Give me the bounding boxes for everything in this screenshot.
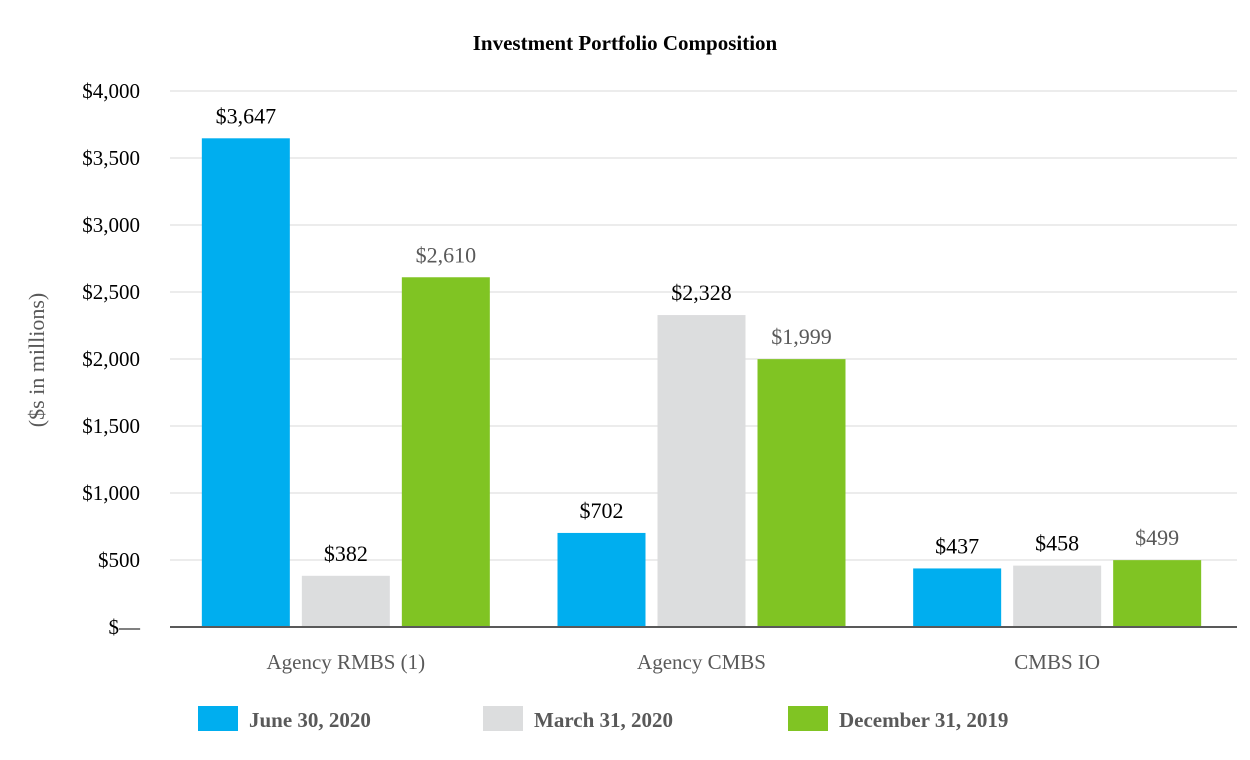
y-tick-label: $2,500 [82, 280, 140, 304]
y-axis-label: ($s in millions) [24, 293, 49, 427]
data-label: $702 [580, 498, 624, 523]
data-label: $382 [324, 541, 368, 566]
bar [557, 532, 646, 627]
data-label: $2,610 [416, 242, 477, 267]
x-category-label: Agency CMBS [637, 650, 766, 674]
data-label: $3,647 [216, 103, 277, 128]
data-label: $499 [1135, 525, 1179, 550]
data-labels: $3,647 $382 $2,610 $702 $2,328 $1,999 $437 $458… [216, 103, 1180, 566]
legend-label: December 31, 2019 [839, 708, 1008, 732]
legend-swatch [788, 706, 828, 731]
data-label: $437 [935, 533, 979, 558]
bar [913, 568, 1002, 627]
y-tick-label: $— [109, 615, 142, 639]
chart-title: Investment Portfolio Composition [473, 31, 778, 55]
bar [1013, 565, 1102, 627]
y-tick-label: $500 [98, 548, 140, 572]
y-axis-ticks: $— $500 $1,000 $1,500 $2,000 $2,500 $3,000 $3,5… [82, 79, 141, 639]
bar [201, 138, 290, 627]
legend-swatch [483, 706, 523, 731]
x-axis-categories: Agency RMBS (1) Agency CMBS CMBS IO [266, 650, 1100, 674]
legend-label: March 31, 2020 [534, 708, 673, 732]
x-category-label: Agency RMBS (1) [266, 650, 425, 674]
data-label: $2,328 [671, 280, 732, 305]
y-tick-label: $3,000 [82, 213, 140, 237]
legend-label: June 30, 2020 [249, 708, 371, 732]
x-category-label: CMBS IO [1014, 650, 1100, 674]
legend-swatch [198, 706, 238, 731]
y-tick-label: $3,500 [82, 146, 140, 170]
bar [301, 575, 390, 627]
legend: June 30, 2020 March 31, 2020 December 31, … [198, 706, 1008, 732]
y-tick-label: $4,000 [82, 79, 140, 103]
y-tick-label: $1,000 [82, 481, 140, 505]
bar [657, 315, 746, 627]
data-label: $458 [1035, 531, 1079, 556]
bar [401, 277, 490, 627]
bar [1113, 560, 1202, 627]
y-tick-label: $2,000 [82, 347, 140, 371]
bar [757, 359, 846, 627]
bars [201, 138, 1202, 627]
data-label: $1,999 [771, 324, 832, 349]
y-tick-label: $1,500 [82, 414, 140, 438]
